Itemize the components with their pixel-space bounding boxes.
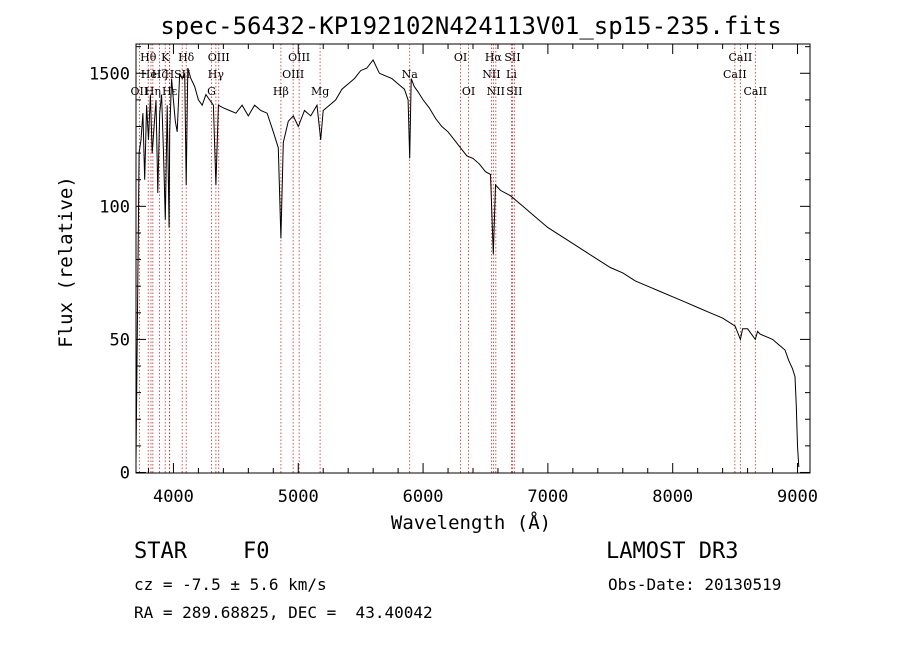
line-label-28: CaII xyxy=(743,85,767,98)
line-label-12: G xyxy=(207,85,216,98)
line-label-14: OIII xyxy=(282,68,304,81)
line-label-3: Hη xyxy=(145,85,161,98)
x-axis-ticks: 4000 5000 6000 7000 8000 9000 xyxy=(147,44,818,507)
line-label-21: NII xyxy=(482,68,500,81)
line-label-16: Mg xyxy=(311,85,329,98)
line-label-20: Hα xyxy=(485,51,503,64)
line-label-15: OIII xyxy=(288,51,310,64)
object-subclass: F0 xyxy=(243,539,270,564)
y-tick-label-3: 1500 xyxy=(89,64,130,84)
line-label-19: OI xyxy=(462,85,475,98)
line-label-18: OI xyxy=(454,51,467,64)
x-tick-label-5: 9000 xyxy=(777,487,818,507)
x-tick-label-2: 6000 xyxy=(403,487,444,507)
x-tick-label-1: 5000 xyxy=(278,487,319,507)
spectral-line-markers xyxy=(138,44,756,473)
y-axis-ticks: 0 50 100 1500 xyxy=(89,46,810,483)
line-label-24: Li xyxy=(506,68,517,81)
y-axis-label: Flux (relative) xyxy=(55,176,77,348)
object-type: STAR xyxy=(134,539,187,564)
x-axis-label: Wavelength (Å) xyxy=(391,511,551,534)
y-tick-label-2: 100 xyxy=(99,197,130,217)
x-tick-label-0: 4000 xyxy=(153,487,194,507)
line-label-26: CaII xyxy=(729,51,753,64)
line-label-1: HeI xyxy=(141,68,161,81)
line-label-17: Na xyxy=(402,68,419,81)
observation-date: Obs-Date: 20130519 xyxy=(608,575,782,594)
line-label-6: Hζ xyxy=(152,68,168,81)
plot-frame xyxy=(135,43,811,474)
line-label-13: Hβ xyxy=(273,85,289,98)
line-label-22: NII xyxy=(487,85,505,98)
line-label-27: CaII xyxy=(723,68,747,81)
line-label-9: SII xyxy=(174,68,190,81)
coordinates: RA = 289.68825, DEC = 43.40042 xyxy=(134,603,433,622)
line-label-4: K xyxy=(161,51,170,64)
line-label-11: Hγ xyxy=(208,68,225,81)
line-label-0: Hθ xyxy=(140,51,157,64)
spectrum-line xyxy=(135,59,800,468)
line-label-10: OIII xyxy=(208,51,230,64)
line-label-5: H xyxy=(165,68,175,81)
y-tick-label-0: 0 xyxy=(120,463,130,483)
redshift-cz: cz = -7.5 ± 5.6 km/s xyxy=(134,575,327,594)
line-label-7: Hε xyxy=(162,85,178,98)
line-label-23: SII xyxy=(504,51,520,64)
line-label-2: OII xyxy=(131,85,149,98)
line-label-25: SII xyxy=(506,85,522,98)
x-tick-label-4: 8000 xyxy=(652,487,693,507)
survey-name: LAMOST DR3 xyxy=(606,539,739,564)
line-label-8: Hδ xyxy=(178,51,195,64)
x-tick-label-3: 7000 xyxy=(527,487,568,507)
y-tick-label-1: 50 xyxy=(110,330,130,350)
chart-title: spec-56432-KP192102N424113V01_sp15-235.f… xyxy=(160,12,781,40)
